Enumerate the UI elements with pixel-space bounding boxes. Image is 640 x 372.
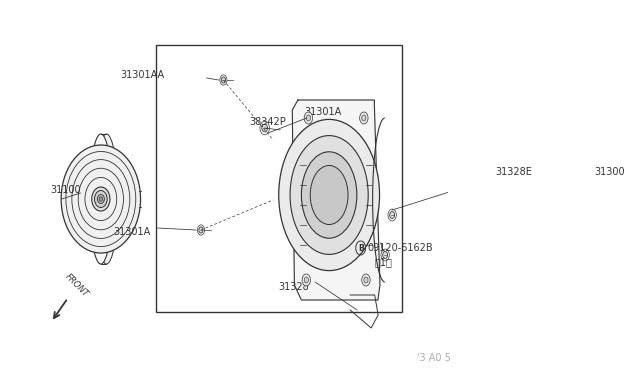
Text: 09120-6162B: 09120-6162B [367, 243, 433, 253]
Circle shape [304, 277, 308, 283]
Text: （1）: （1） [374, 257, 392, 267]
Text: 31300: 31300 [594, 167, 625, 177]
Circle shape [362, 274, 370, 286]
Circle shape [302, 274, 310, 286]
Circle shape [360, 112, 368, 124]
Ellipse shape [95, 134, 118, 264]
Ellipse shape [310, 166, 348, 225]
Ellipse shape [290, 136, 368, 254]
Text: 31301A: 31301A [113, 227, 150, 237]
Circle shape [221, 77, 225, 83]
Ellipse shape [278, 119, 380, 270]
Ellipse shape [301, 152, 357, 238]
Circle shape [390, 212, 395, 218]
Ellipse shape [99, 197, 102, 201]
Ellipse shape [97, 195, 104, 203]
Text: FRONT: FRONT [64, 272, 90, 298]
Circle shape [364, 277, 368, 283]
Ellipse shape [61, 145, 141, 253]
Circle shape [307, 115, 310, 121]
Text: '3 A0 5: '3 A0 5 [417, 353, 451, 363]
Text: 31301AA: 31301AA [120, 70, 164, 80]
Circle shape [304, 112, 312, 124]
Text: 31328E: 31328E [495, 167, 532, 177]
Text: 31328: 31328 [278, 282, 310, 292]
Ellipse shape [92, 187, 110, 211]
Text: 31301A: 31301A [305, 107, 342, 117]
Circle shape [262, 124, 268, 132]
Circle shape [383, 251, 388, 259]
Bar [156, 45, 401, 312]
Circle shape [199, 227, 203, 233]
Polygon shape [292, 100, 380, 300]
Ellipse shape [90, 134, 113, 264]
Ellipse shape [95, 190, 107, 208]
Circle shape [362, 115, 366, 121]
Text: 38342P: 38342P [250, 117, 286, 127]
Text: 31100: 31100 [50, 185, 81, 195]
Text: B: B [358, 244, 364, 253]
